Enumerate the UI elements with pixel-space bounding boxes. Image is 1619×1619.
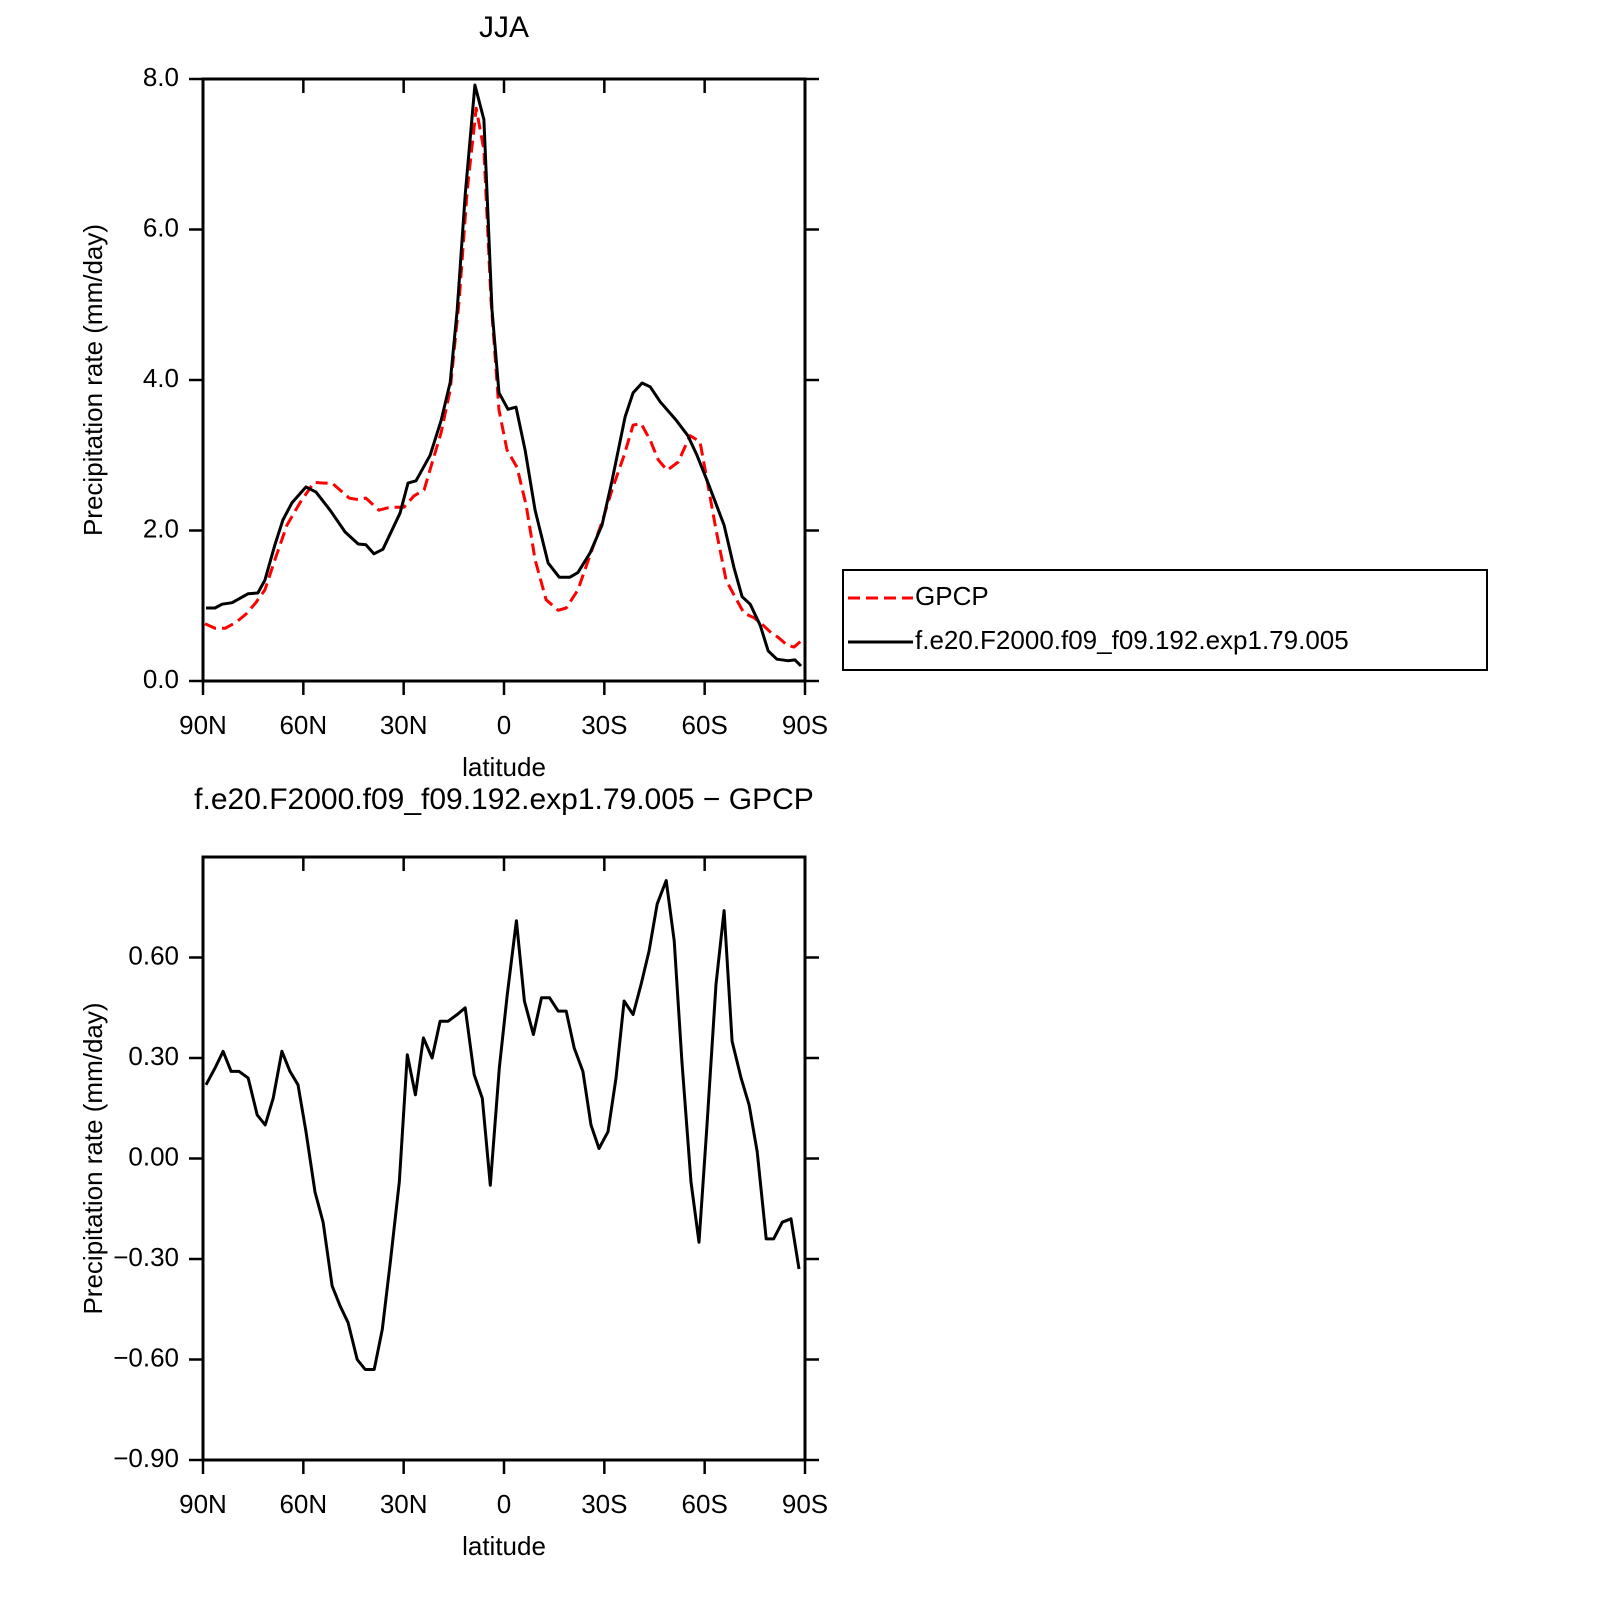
y-tick-label: 4.0 bbox=[143, 363, 179, 393]
y-tick-label: 0.00 bbox=[128, 1141, 179, 1171]
y-axis-label: Precipitation rate (mm/day) bbox=[78, 224, 108, 536]
y-tick-label: 2.0 bbox=[143, 513, 179, 543]
x-axis-label: latitude bbox=[462, 1531, 546, 1561]
y-axis-label: Precipitation rate (mm/day) bbox=[78, 1002, 108, 1314]
x-tick-label: 30N bbox=[380, 1489, 428, 1519]
legend-box bbox=[842, 569, 1488, 671]
y-tick-label: −0.30 bbox=[113, 1242, 179, 1272]
y-tick-label: 0.30 bbox=[128, 1041, 179, 1071]
panel: JJA latitude Precipitation rate (mm/day) 0.… bbox=[78, 11, 1488, 782]
plot-frame bbox=[201, 77, 807, 683]
x-tick-label: 0 bbox=[497, 710, 511, 740]
legend-label: f.e20.F2000.f09_f09.192.exp1.79.005 bbox=[915, 625, 1349, 655]
chart-title: f.e20.F2000.f09_f09.192.exp1.79.005 − GP… bbox=[194, 783, 814, 816]
y-tick-label: 8.0 bbox=[143, 62, 179, 92]
plot-frame bbox=[201, 855, 807, 1462]
x-tick-label: 60N bbox=[279, 710, 327, 740]
x-tick-label: 30S bbox=[581, 1489, 627, 1519]
x-axis-label: latitude bbox=[462, 752, 546, 782]
x-tick-label: 30N bbox=[380, 710, 428, 740]
y-tick-label: 6.0 bbox=[143, 212, 179, 242]
x-tick-label: 90S bbox=[782, 710, 828, 740]
panel: f.e20.F2000.f09_f09.192.exp1.79.005 − GP… bbox=[78, 783, 828, 1561]
y-tick-label: 0.0 bbox=[143, 664, 179, 694]
chart-title: JJA bbox=[479, 11, 529, 44]
x-tick-label: 90N bbox=[179, 710, 227, 740]
y-tick-label: 0.60 bbox=[128, 940, 179, 970]
x-tick-label: 90N bbox=[179, 1489, 227, 1519]
x-tick-label: 0 bbox=[497, 1489, 511, 1519]
data-line bbox=[204, 879, 801, 1371]
data-line bbox=[206, 83, 803, 668]
legend-label: GPCP bbox=[915, 581, 989, 611]
x-tick-label: 30S bbox=[581, 710, 627, 740]
x-tick-label: 60N bbox=[279, 1489, 327, 1519]
x-tick-label: 60S bbox=[682, 710, 728, 740]
data-line bbox=[204, 106, 803, 649]
y-tick-label: −0.90 bbox=[113, 1443, 179, 1473]
x-tick-label: 60S bbox=[682, 1489, 728, 1519]
y-tick-label: −0.60 bbox=[113, 1342, 179, 1372]
x-tick-label: 90S bbox=[782, 1489, 828, 1519]
